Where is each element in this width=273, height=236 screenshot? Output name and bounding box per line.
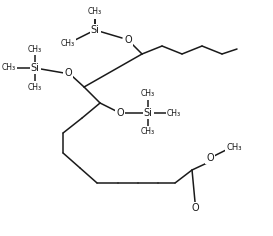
Text: O: O bbox=[206, 153, 214, 163]
Text: O: O bbox=[124, 35, 132, 45]
Text: O: O bbox=[116, 108, 124, 118]
Text: CH₃: CH₃ bbox=[141, 89, 155, 98]
Text: Si: Si bbox=[31, 63, 40, 73]
Text: CH₃: CH₃ bbox=[28, 45, 42, 54]
Text: CH₃: CH₃ bbox=[61, 38, 75, 47]
Text: Si: Si bbox=[144, 108, 153, 118]
Text: Si: Si bbox=[91, 25, 99, 35]
Text: Si: Si bbox=[91, 8, 99, 18]
Text: CH₃: CH₃ bbox=[2, 63, 16, 72]
Text: O: O bbox=[191, 203, 199, 213]
Text: CH₃: CH₃ bbox=[167, 109, 181, 118]
Text: CH₃: CH₃ bbox=[28, 83, 42, 92]
Text: CH₃: CH₃ bbox=[226, 143, 242, 152]
Text: O: O bbox=[64, 68, 72, 78]
Text: CH₃: CH₃ bbox=[141, 127, 155, 136]
Text: CH₃: CH₃ bbox=[88, 7, 102, 16]
